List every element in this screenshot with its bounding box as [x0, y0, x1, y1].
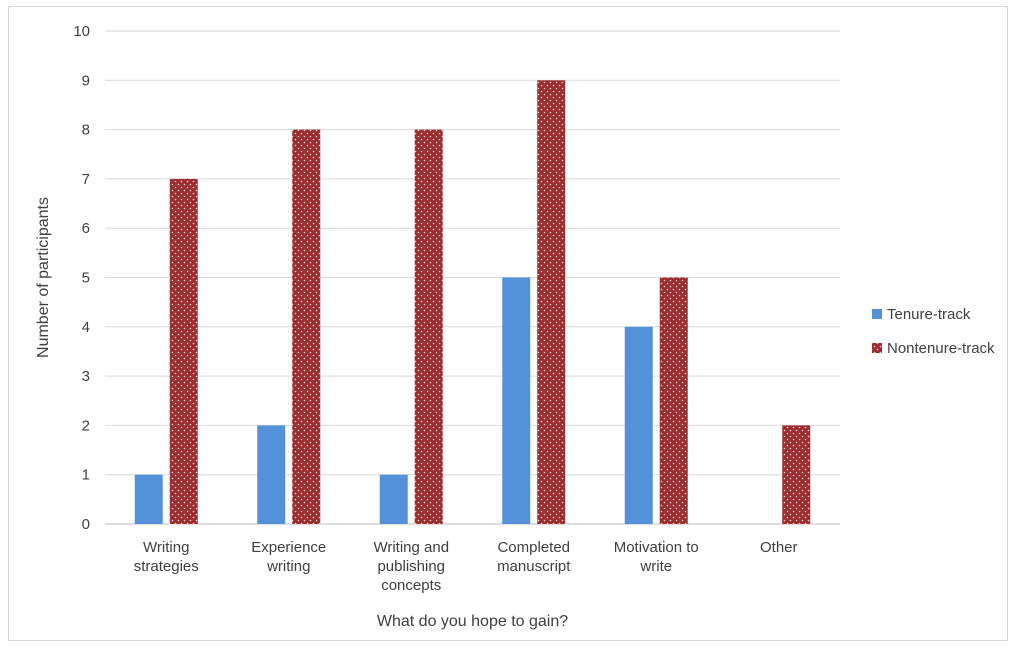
bar-nontenure-track [659, 277, 688, 524]
x-tick-label-line: manuscript [497, 558, 571, 575]
x-tick-label: Writing and publishing concepts [373, 539, 449, 594]
bar-nontenure-track [782, 425, 811, 524]
x-tick-label-line: write [639, 558, 672, 575]
bar-tenure-track [257, 425, 286, 524]
legend: Tenure-track Nontenure-track [872, 306, 995, 357]
bars [134, 80, 811, 525]
y-axis-title: Number of participants [35, 197, 52, 358]
bar-nontenure-track [169, 178, 198, 524]
x-tick-label-line: writing [266, 558, 310, 575]
bar-nontenure-track [292, 129, 321, 524]
x-tick-label-line: Motivation to [614, 539, 699, 556]
legend-label: Nontenure-track [887, 340, 995, 357]
legend-swatch [872, 343, 882, 353]
x-tick-label: Motivation to write [614, 539, 699, 575]
x-tick-label: Experience writing [251, 539, 326, 575]
y-tick-label: 0 [82, 516, 90, 533]
x-tick-label-line: Completed [497, 539, 570, 556]
x-tick-label-line: concepts [381, 577, 441, 594]
y-tick-label: 10 [73, 23, 90, 40]
x-tick-label-line: Writing and [373, 539, 449, 556]
y-tick-label: 7 [82, 171, 90, 188]
x-tick-label: Writing strategies [134, 539, 199, 575]
x-tick-label-line: publishing [377, 558, 445, 575]
y-axis: 0 1 2 3 4 5 6 7 8 9 10 [73, 23, 90, 533]
y-tick-label: 5 [82, 270, 90, 287]
x-tick-label-line: Writing [143, 539, 189, 556]
bar-tenure-track [502, 277, 531, 524]
x-tick-label-line: Experience [251, 539, 326, 556]
x-tick-label: Completed manuscript [497, 539, 571, 575]
x-tick-label-line: strategies [134, 558, 199, 575]
y-tick-label: 4 [82, 319, 90, 336]
bar-tenure-track [624, 326, 653, 524]
x-tick-label: Other [760, 539, 798, 556]
y-tick-label: 2 [82, 417, 90, 434]
bar-nontenure-track [414, 129, 443, 524]
y-tick-label: 9 [82, 72, 90, 89]
x-tick-label-line: Other [760, 539, 798, 556]
bar-nontenure-track [537, 80, 566, 525]
y-tick-label: 3 [82, 368, 90, 385]
y-tick-label: 8 [82, 122, 90, 139]
x-axis: Writing strategies Experience writing Writin… [134, 539, 798, 594]
x-axis-title: What do you hope to gain? [377, 613, 568, 630]
gridlines [105, 30, 840, 525]
bar-tenure-track [379, 474, 408, 524]
bar-tenure-track [134, 474, 163, 524]
legend-label: Tenure-track [887, 306, 971, 323]
y-tick-label: 6 [82, 220, 90, 237]
y-tick-label: 1 [82, 467, 90, 484]
legend-swatch [872, 309, 882, 319]
